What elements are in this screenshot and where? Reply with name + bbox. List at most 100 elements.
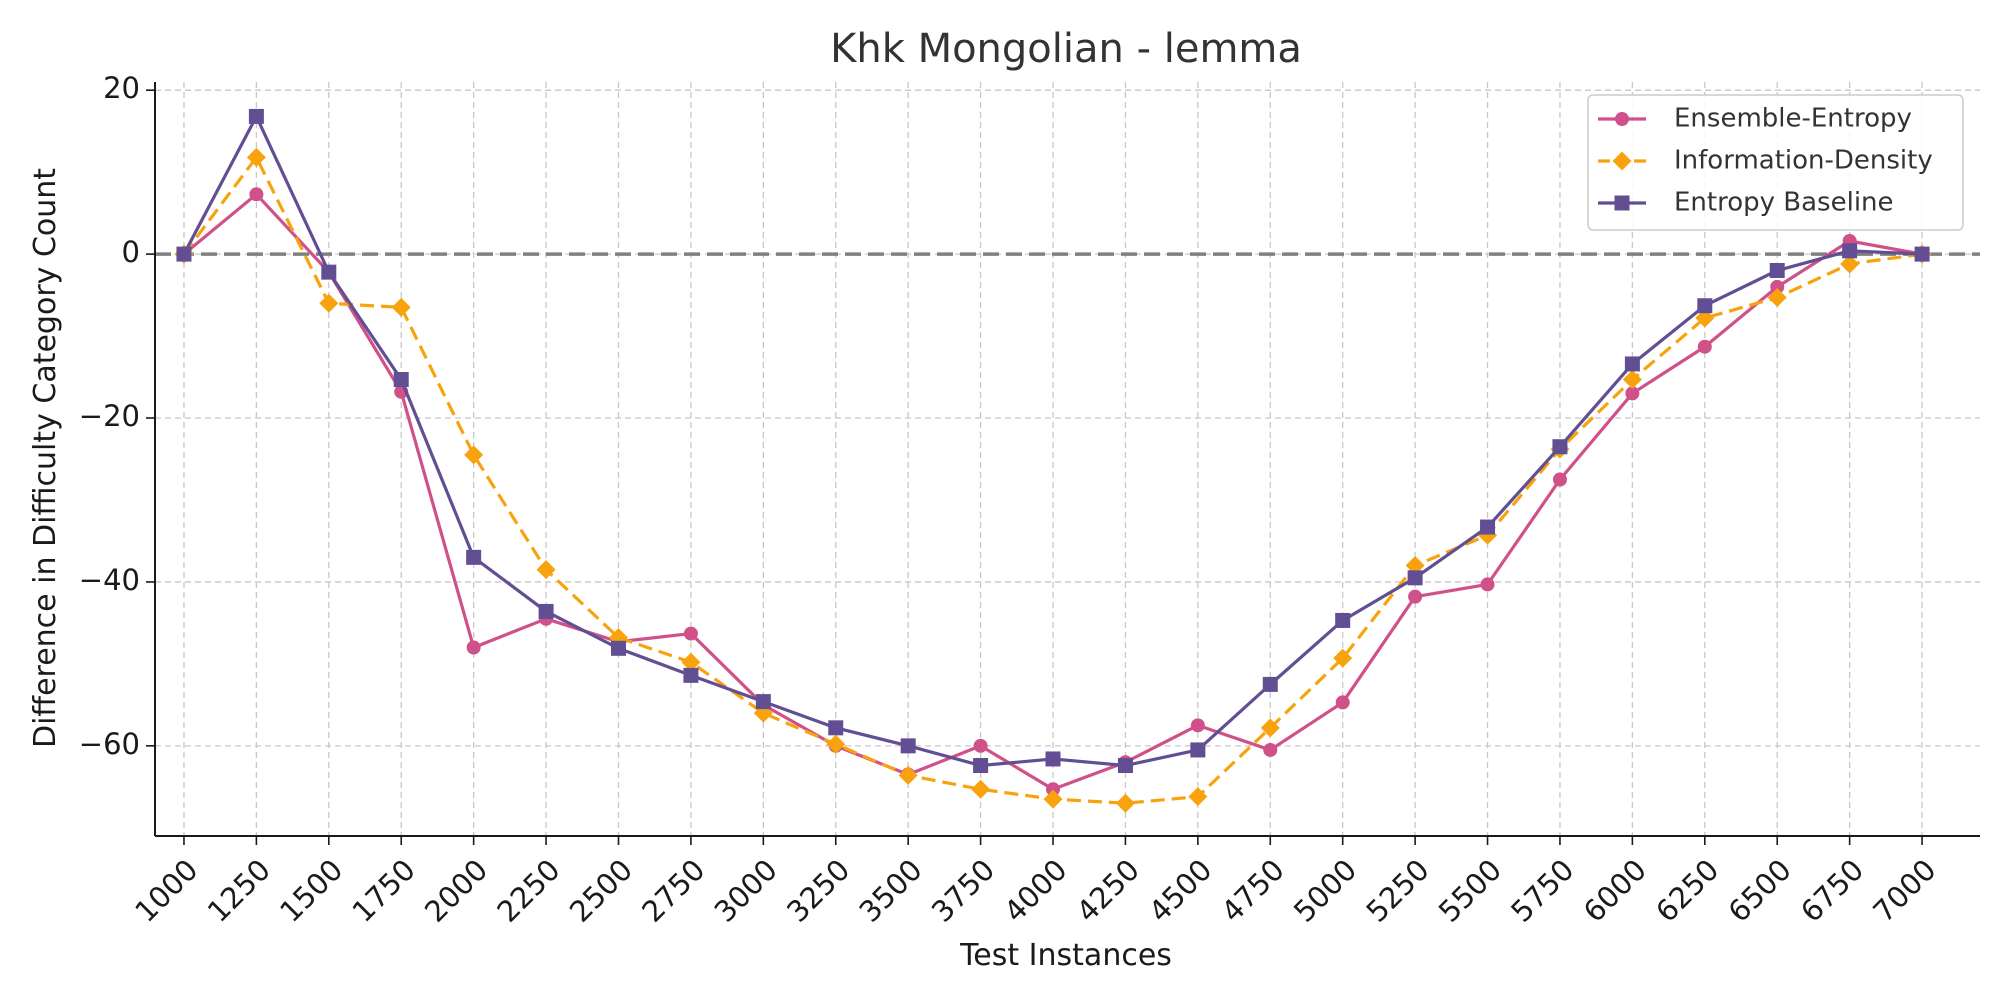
- x-tick-label: 3250: [780, 853, 856, 929]
- data-point: [1260, 718, 1280, 738]
- legend-item: Ensemble-Entropy: [1598, 104, 1912, 134]
- data-point: [1263, 742, 1278, 757]
- data-point: [248, 108, 264, 124]
- x-tick-label: 1000: [128, 853, 204, 929]
- legend-item: Information-Density: [1598, 146, 1933, 176]
- x-tick-label: 3000: [708, 853, 784, 929]
- axes: [154, 82, 1980, 837]
- data-point: [1697, 298, 1713, 314]
- data-point: [1767, 288, 1787, 308]
- data-point: [828, 720, 844, 736]
- data-point: [1914, 246, 1930, 262]
- legend: Ensemble-Entropy Information-Density Entro…: [1587, 94, 1964, 231]
- data-point: [1622, 370, 1642, 390]
- data-point: [1770, 279, 1785, 294]
- data-point: [393, 372, 409, 388]
- data-point: [1769, 263, 1785, 278]
- data-point: [973, 738, 988, 753]
- data-point: [391, 297, 411, 317]
- data-point: [246, 147, 266, 167]
- x-tick-label: 5500: [1432, 853, 1508, 929]
- data-point: [1697, 339, 1712, 354]
- data-point: [1333, 648, 1353, 668]
- series-information-density: [174, 147, 1932, 813]
- chart-title: Khk Mongolian - lemma: [830, 26, 1302, 72]
- legend-label: Information-Density: [1674, 146, 1933, 176]
- y-tick-label: −60: [79, 727, 140, 761]
- data-point: [971, 779, 991, 799]
- data-point: [973, 758, 989, 774]
- x-tick-label: 5250: [1359, 853, 1435, 929]
- data-point: [755, 694, 771, 710]
- data-point: [1335, 695, 1350, 710]
- x-tick-label: 6000: [1577, 853, 1653, 929]
- data-point: [538, 603, 554, 619]
- legend-label: Entropy Baseline: [1674, 188, 1894, 218]
- x-tick-label: 1250: [201, 853, 277, 929]
- data-point: [900, 738, 916, 754]
- data-point: [1480, 577, 1495, 592]
- series-entropy-baseline: [176, 108, 1930, 774]
- x-tick-label: 1500: [273, 853, 349, 929]
- data-point: [321, 264, 337, 280]
- data-point: [319, 293, 339, 313]
- data-point: [1045, 751, 1061, 767]
- y-tick-label: −20: [79, 399, 140, 433]
- x-tick-label: 3500: [853, 853, 929, 929]
- legend-marker: [1612, 151, 1632, 171]
- data-point: [1552, 472, 1567, 487]
- data-point: [466, 549, 482, 565]
- data-point: [1405, 556, 1425, 576]
- x-tick-label: 3750: [925, 853, 1001, 929]
- data-point: [466, 640, 481, 655]
- data-point: [1188, 787, 1208, 807]
- x-tick-label: 5000: [1287, 853, 1363, 929]
- x-tick-label: 7000: [1866, 853, 1942, 929]
- x-tick-label: 2500: [563, 853, 639, 929]
- data-point: [1262, 676, 1278, 692]
- data-point: [249, 187, 264, 202]
- data-point: [1480, 519, 1496, 535]
- data-point: [1552, 439, 1568, 455]
- legend-label: Ensemble-Entropy: [1674, 104, 1912, 134]
- data-point: [898, 765, 918, 785]
- x-tick-label: 4750: [1215, 853, 1291, 929]
- x-axis-title: Test Instances: [959, 938, 1172, 973]
- x-tick-label: 1750: [346, 853, 422, 929]
- x-tick-label: 2000: [418, 853, 494, 929]
- data-point: [610, 640, 626, 656]
- data-point: [1115, 793, 1135, 813]
- x-tick-label: 5750: [1504, 853, 1580, 929]
- data-point: [1840, 254, 1860, 274]
- x-tick-label: 6750: [1794, 853, 1870, 929]
- x-tick-label: 4000: [997, 853, 1073, 929]
- legend-item: Entropy Baseline: [1598, 188, 1894, 218]
- data-series: [174, 108, 1932, 813]
- y-axis-title: Difference in Difficulty Category Count: [28, 168, 63, 748]
- data-point: [1190, 718, 1205, 733]
- data-point: [1190, 742, 1206, 758]
- data-point: [1695, 308, 1715, 328]
- data-point: [681, 652, 701, 672]
- y-tick-label: 0: [122, 235, 140, 269]
- data-point: [1625, 386, 1640, 401]
- data-point: [683, 667, 699, 683]
- data-point: [1842, 243, 1858, 259]
- x-tick-label: 6500: [1722, 853, 1798, 929]
- data-point: [176, 246, 192, 262]
- data-point: [1046, 782, 1061, 797]
- x-tick-label: 2750: [635, 853, 711, 929]
- legend-marker: [1614, 195, 1630, 211]
- data-point: [1407, 570, 1423, 586]
- x-tick-label: 6250: [1649, 853, 1725, 929]
- data-point: [826, 734, 846, 754]
- x-tick-label: 2250: [490, 853, 566, 929]
- legend-box: [1587, 94, 1964, 231]
- data-point: [1408, 589, 1423, 604]
- y-tick-label: 20: [103, 71, 140, 105]
- data-point: [464, 445, 484, 465]
- x-tick-label: 4250: [1070, 853, 1146, 929]
- data-point: [1624, 356, 1640, 372]
